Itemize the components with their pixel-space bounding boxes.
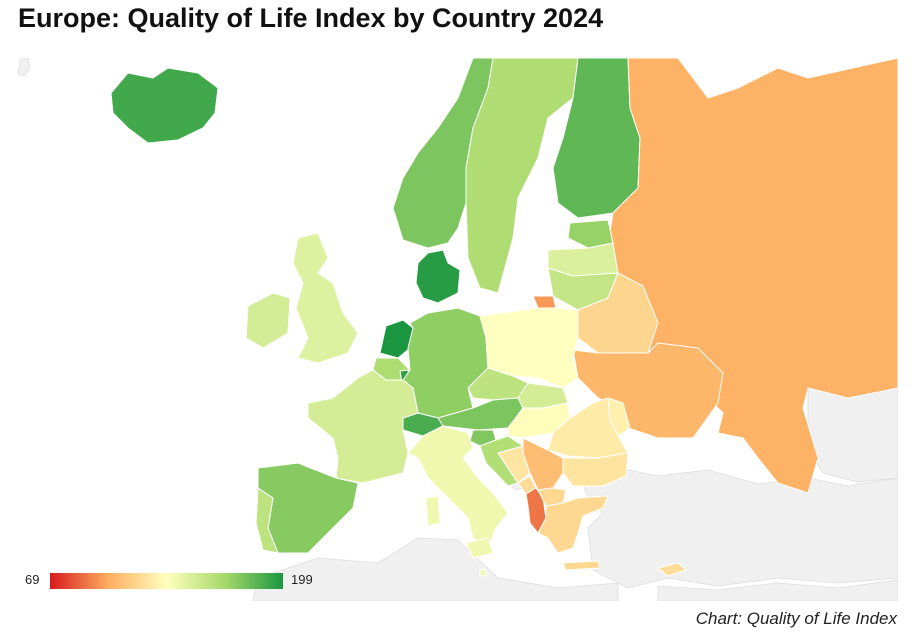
legend-color-bar	[50, 573, 283, 589]
region-united-kingdom[interactable]	[292, 232, 359, 364]
region-france[interactable]	[307, 369, 419, 484]
region-kaliningrad[interactable]	[532, 295, 557, 309]
legend-max-label: 199	[291, 572, 313, 587]
chart-title: Europe: Quality of Life Index by Country…	[18, 3, 604, 33]
region-cyprus[interactable]	[657, 562, 687, 577]
map-svg	[18, 58, 898, 601]
region-iceland[interactable]	[110, 67, 219, 144]
region-bosnia-herzegovina[interactable]	[497, 445, 531, 484]
region-sardinia[interactable]	[425, 495, 441, 527]
chart-source-caption: Chart: Quality of Life Index	[695, 609, 897, 628]
region-ukraine[interactable]	[572, 342, 724, 439]
region-italy[interactable]	[407, 425, 509, 549]
caucasus-land	[807, 387, 898, 483]
region-romania[interactable]	[547, 397, 629, 459]
legend-min-label: 69	[25, 572, 40, 587]
region-portugal[interactable]	[255, 487, 279, 554]
region-estonia[interactable]	[567, 219, 614, 249]
north-africa-land	[252, 537, 619, 601]
region-greece[interactable]	[537, 495, 609, 554]
region-north-macedonia[interactable]	[537, 487, 567, 507]
greenland-fragment	[18, 58, 31, 77]
region-bulgaria[interactable]	[562, 452, 629, 487]
countries	[110, 58, 898, 577]
region-sweden[interactable]	[465, 58, 579, 294]
region-malta[interactable]	[479, 569, 487, 577]
map[interactable]	[18, 58, 898, 601]
region-ireland[interactable]	[245, 292, 291, 349]
region-belarus[interactable]	[577, 272, 659, 354]
region-denmark[interactable]	[415, 249, 461, 304]
region-sicily[interactable]	[465, 537, 494, 559]
middle-east-land	[657, 579, 898, 601]
region-crete[interactable]	[562, 560, 601, 571]
turkey-land	[579, 467, 898, 589]
